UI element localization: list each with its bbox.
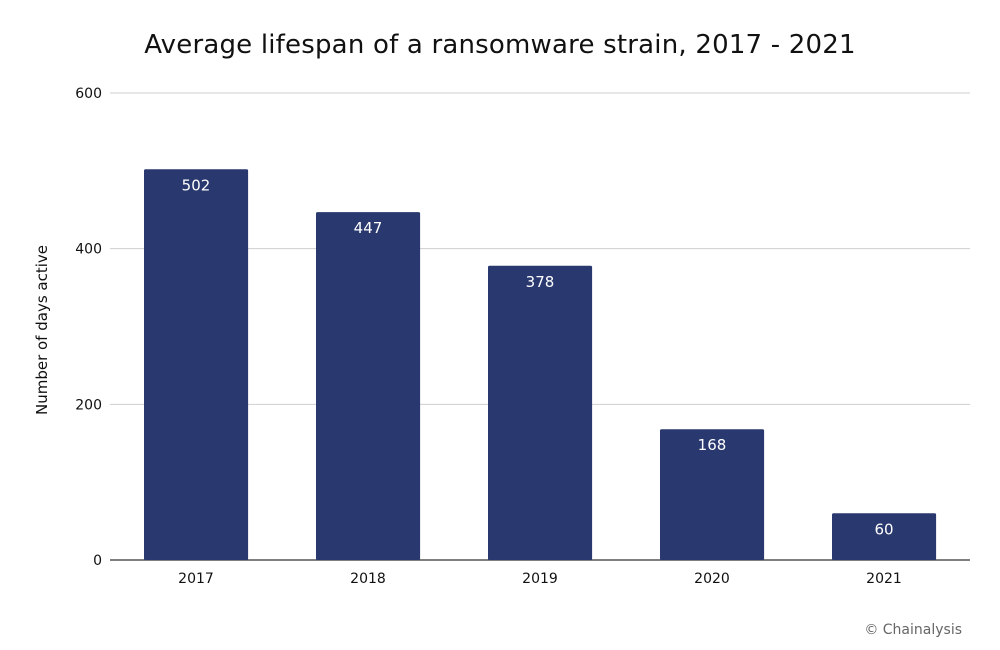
y-tick-labels: 0 200 400 600 <box>75 86 102 569</box>
chart-title: Average lifespan of a ransomware strain,… <box>144 30 856 60</box>
bar-value-label-2019: 378 <box>526 273 555 291</box>
bar-value-labels: 502 447 378 168 60 <box>182 176 894 538</box>
bar-value-label-2020: 168 <box>698 436 727 454</box>
source-credit: © Chainalysis <box>864 622 962 638</box>
bar-value-label-2018: 447 <box>354 219 383 237</box>
x-tick-label-2021: 2021 <box>866 571 902 587</box>
y-tick-label: 600 <box>75 86 102 102</box>
bar-value-label-2021: 60 <box>874 520 893 538</box>
bars-group <box>144 169 937 561</box>
bar-value-label-2017: 502 <box>182 176 211 194</box>
bar-2021 <box>832 513 937 560</box>
y-axis-title: Number of days active <box>33 245 51 415</box>
y-tick-label: 400 <box>75 242 102 258</box>
x-tick-label-2019: 2019 <box>522 571 558 587</box>
x-tick-labels: 2017 2018 2019 2020 2021 <box>178 571 902 587</box>
bar-2018 <box>316 212 421 560</box>
x-tick-label-2020: 2020 <box>694 571 730 587</box>
bar-2017 <box>144 169 249 561</box>
y-tick-label: 200 <box>75 397 102 413</box>
x-tick-label-2017: 2017 <box>178 571 214 587</box>
bar-2020 <box>660 429 765 560</box>
bar-2019 <box>488 265 593 560</box>
x-tick-label-2018: 2018 <box>350 571 386 587</box>
y-tick-label: 0 <box>93 553 102 569</box>
